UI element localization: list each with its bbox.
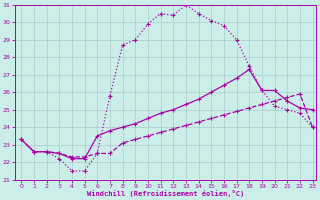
X-axis label: Windchill (Refroidissement éolien,°C): Windchill (Refroidissement éolien,°C): [87, 190, 244, 197]
